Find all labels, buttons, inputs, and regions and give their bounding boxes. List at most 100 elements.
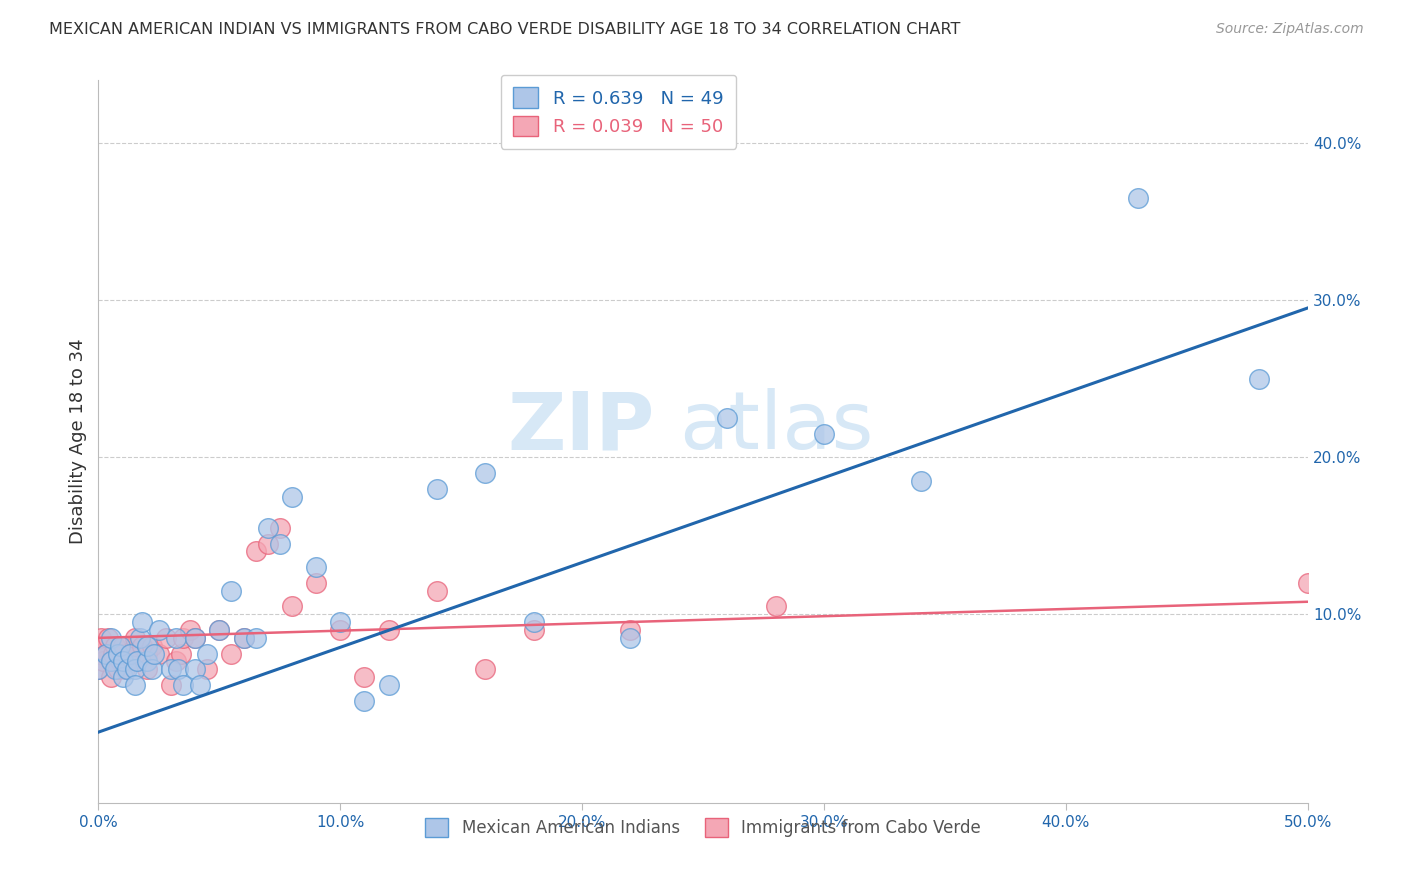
Point: [256, 536, 278, 550]
Point: [245, 631, 267, 645]
Point: [1128, 191, 1150, 205]
Point: [107, 647, 129, 661]
Point: [108, 655, 131, 669]
Point: [184, 631, 207, 645]
Point: [107, 662, 129, 676]
Point: [232, 631, 254, 645]
Point: [1249, 372, 1271, 386]
Point: [377, 623, 399, 637]
Point: [377, 678, 399, 692]
Point: [523, 623, 546, 637]
Point: [87, 647, 110, 661]
Point: [94, 647, 117, 661]
Point: [143, 647, 166, 661]
Point: [117, 662, 139, 676]
Point: [221, 647, 243, 661]
Point: [245, 544, 267, 558]
Point: [426, 583, 449, 598]
Point: [281, 599, 304, 614]
Point: [135, 639, 157, 653]
Point: [97, 631, 120, 645]
Point: [111, 670, 134, 684]
Point: [167, 662, 190, 676]
Point: [114, 662, 136, 676]
Point: [131, 615, 153, 630]
Point: [148, 647, 170, 661]
Point: [195, 647, 218, 661]
Point: [329, 623, 352, 637]
Text: ZIP: ZIP: [508, 388, 655, 467]
Y-axis label: Disability Age 18 to 34: Disability Age 18 to 34: [69, 339, 87, 544]
Point: [232, 631, 254, 645]
Point: [124, 631, 146, 645]
Point: [141, 639, 163, 653]
Point: [101, 647, 124, 661]
Point: [195, 662, 218, 676]
Point: [269, 521, 291, 535]
Point: [160, 662, 183, 676]
Point: [910, 474, 932, 488]
Text: atlas: atlas: [679, 388, 873, 467]
Point: [619, 623, 641, 637]
Point: [474, 662, 496, 676]
Point: [118, 647, 141, 661]
Point: [523, 615, 546, 630]
Point: [100, 655, 122, 669]
Point: [127, 655, 149, 669]
Point: [474, 466, 496, 480]
Point: [111, 647, 134, 661]
Point: [104, 662, 127, 676]
Point: [353, 694, 375, 708]
Point: [305, 575, 328, 590]
Legend: Mexican American Indians, Immigrants from Cabo Verde: Mexican American Indians, Immigrants fro…: [413, 806, 993, 848]
Point: [148, 623, 170, 637]
Point: [135, 647, 157, 661]
Point: [117, 655, 139, 669]
Point: [184, 631, 207, 645]
Point: [124, 639, 146, 653]
Point: [118, 647, 141, 661]
Point: [165, 631, 187, 645]
Point: [281, 490, 304, 504]
Point: [172, 631, 194, 645]
Point: [426, 482, 449, 496]
Point: [160, 678, 183, 692]
Point: [329, 615, 352, 630]
Point: [1296, 575, 1319, 590]
Point: [128, 631, 150, 645]
Point: [353, 670, 375, 684]
Point: [111, 655, 134, 669]
Point: [188, 678, 211, 692]
Text: MEXICAN AMERICAN INDIAN VS IMMIGRANTS FROM CABO VERDE DISABILITY AGE 18 TO 34 CO: MEXICAN AMERICAN INDIAN VS IMMIGRANTS FR…: [49, 22, 960, 37]
Point: [124, 678, 146, 692]
Point: [87, 639, 110, 653]
Point: [135, 655, 157, 669]
Point: [141, 662, 163, 676]
Point: [765, 599, 787, 614]
Point: [208, 623, 231, 637]
Text: Source: ZipAtlas.com: Source: ZipAtlas.com: [1216, 22, 1364, 37]
Point: [208, 623, 231, 637]
Point: [172, 678, 194, 692]
Point: [716, 411, 738, 425]
Point: [155, 631, 177, 645]
Point: [90, 631, 112, 645]
Point: [100, 670, 122, 684]
Point: [813, 426, 835, 441]
Point: [221, 583, 243, 598]
Point: [104, 639, 127, 653]
Point: [108, 639, 131, 653]
Point: [169, 647, 191, 661]
Point: [179, 623, 201, 637]
Point: [165, 655, 187, 669]
Point: [124, 662, 146, 676]
Point: [91, 655, 114, 669]
Point: [87, 662, 110, 676]
Point: [135, 662, 157, 676]
Point: [131, 639, 153, 653]
Point: [184, 662, 207, 676]
Point: [269, 536, 291, 550]
Point: [111, 639, 134, 653]
Point: [619, 631, 641, 645]
Point: [305, 560, 328, 574]
